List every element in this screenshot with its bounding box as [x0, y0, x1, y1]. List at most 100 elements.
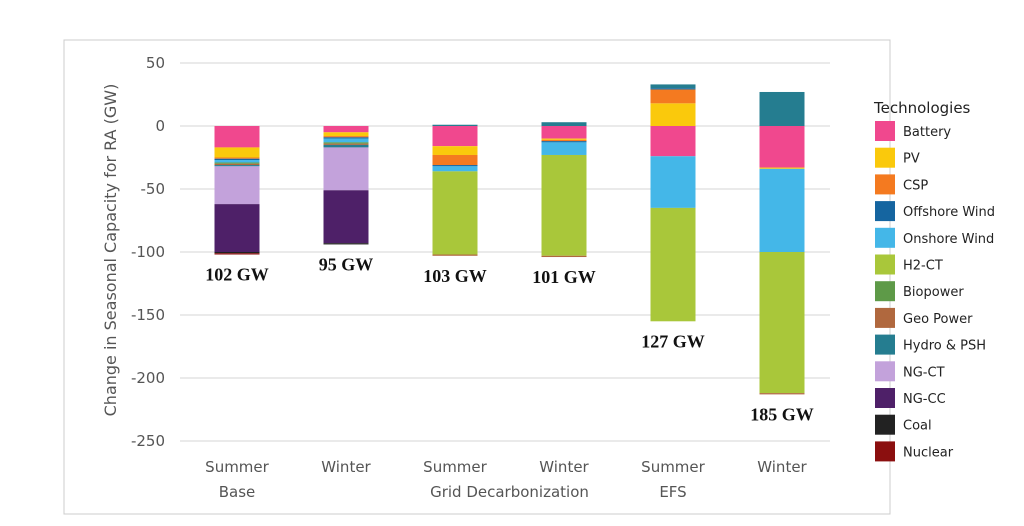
legend-item: Offshore Wind — [875, 201, 995, 222]
x-group-label: Base — [219, 483, 256, 501]
bar-segment-hydro-psh — [759, 91, 805, 126]
bar-segment-csp — [541, 139, 587, 142]
legend-title: Technologies — [873, 99, 971, 117]
bar-segment-ng-ct — [214, 166, 260, 205]
legend-item: Coal — [875, 414, 932, 435]
y-axis-label: Change in Seasonal Capacity for RA (GW) — [101, 84, 120, 417]
bar-segment-hydro-psh — [323, 144, 369, 148]
bar-segment-h2-ct — [650, 207, 696, 322]
bar-segment-coal — [214, 252, 260, 254]
bar-segment-biopower — [323, 142, 369, 144]
bar-segment-pv — [650, 103, 696, 126]
legend-label: NG-CC — [903, 392, 946, 407]
x-tick-label: Summer — [205, 458, 269, 476]
total-label: 185 GW — [750, 404, 814, 424]
bar-segment-geo-power — [432, 254, 478, 256]
legend-item: NG-CC — [875, 388, 946, 408]
bar-segment-onshore-wind — [759, 168, 805, 252]
bar-segment-nuclear — [214, 253, 260, 255]
legend-item: Hydro & PSH — [875, 334, 986, 355]
total-annotations: 102 GW 95 GW 103 GW 101 GW 127 GW 185 GW — [205, 254, 814, 424]
bar-segment-onshore-wind — [214, 160, 260, 163]
bars — [214, 84, 805, 395]
bar-segment-geo-power — [214, 163, 260, 166]
y-tick-label: -150 — [131, 306, 165, 324]
y-tick-label: -50 — [141, 180, 166, 198]
bar-segment-offshore-wind — [323, 137, 369, 139]
legend-swatch — [875, 121, 895, 141]
bar-stack — [650, 84, 696, 322]
legend-swatch — [875, 174, 895, 195]
y-tick-label: -250 — [131, 432, 165, 450]
x-tick-label: Summer — [641, 458, 705, 476]
legend-label: PV — [903, 152, 920, 167]
legend-item: Biopower — [875, 281, 964, 302]
legend-label: H2-CT — [903, 259, 943, 274]
total-label: 95 GW — [319, 254, 374, 274]
bar-segment-ng-ct — [323, 147, 369, 191]
bar-segment-pv — [432, 146, 478, 155]
x-tick-label: Winter — [757, 458, 807, 476]
legend-swatch — [875, 307, 895, 328]
bar-segment-coal — [323, 243, 369, 245]
legend-item: Nuclear — [875, 441, 954, 462]
legend-item: Geo Power — [875, 307, 973, 328]
legend-item: H2-CT — [875, 254, 943, 275]
y-axis-ticks: 50 0 -50 -100 -150 -200 -250 — [131, 54, 165, 450]
bar-segment-battery — [650, 126, 696, 157]
bar-segment-hydro-psh — [650, 84, 696, 89]
y-tick-label: 50 — [146, 54, 165, 72]
bar-segment-battery — [214, 126, 260, 148]
bar-segment-csp — [214, 157, 260, 159]
bar-stack — [759, 91, 805, 395]
x-axis-labels: Summer Winter Summer Winter Summer Winter Base… — [205, 458, 807, 501]
bar-segment-battery — [541, 126, 587, 139]
bar-segment-hydro-psh — [432, 124, 478, 126]
legend-item: CSP — [875, 174, 928, 195]
bar-stack — [432, 124, 478, 256]
total-label: 127 GW — [641, 331, 705, 351]
bar-segment-offshore-wind — [650, 88, 696, 90]
bar-segment-onshore-wind — [650, 156, 696, 208]
bar-stack — [323, 126, 369, 245]
total-label: 103 GW — [423, 266, 487, 286]
y-tick-label: -100 — [131, 243, 165, 261]
bar-segment-hydro-psh — [214, 165, 260, 167]
bar-segment-onshore-wind — [323, 138, 369, 143]
plot-frame — [63, 39, 891, 515]
legend-label: CSP — [903, 178, 928, 193]
bar-segment-battery — [759, 126, 805, 168]
x-tick-label: Winter — [539, 458, 589, 476]
bar-segment-h2-ct — [541, 154, 587, 256]
bar-segment-geo-power — [323, 143, 369, 145]
total-label: 102 GW — [205, 265, 269, 285]
bar-segment-pv — [759, 167, 805, 169]
x-tick-label: Winter — [321, 458, 371, 476]
legend-label: Geo Power — [903, 312, 973, 327]
bar-segment-ng-cc — [214, 204, 260, 252]
x-tick-label: Summer — [423, 458, 487, 476]
legend-swatch — [875, 201, 895, 222]
grid — [180, 62, 830, 442]
bar-segment-csp — [323, 136, 369, 138]
legend-item: Battery — [875, 121, 951, 141]
bar-segment-csp — [650, 89, 696, 104]
bar-segment-pv — [541, 138, 587, 140]
bar-segment-csp — [432, 154, 478, 166]
legend-item: NG-CT — [875, 361, 945, 382]
bar-segment-offshore-wind — [432, 165, 478, 167]
bar-segment-battery — [432, 126, 478, 147]
legend-swatch — [875, 388, 895, 408]
bar-segment-hydro-psh — [541, 122, 587, 126]
bar-segment-h2-ct — [432, 171, 478, 255]
legend-label: Nuclear — [903, 445, 954, 460]
legend-swatch — [875, 254, 895, 275]
legend-label: Coal — [903, 419, 932, 434]
bar-stack — [214, 126, 260, 255]
legend-label: Onshore Wind — [903, 232, 994, 247]
total-label: 101 GW — [532, 267, 596, 287]
legend-label: Biopower — [903, 285, 964, 300]
bar-segment-pv — [323, 132, 369, 137]
legend-label: Battery — [903, 125, 951, 140]
